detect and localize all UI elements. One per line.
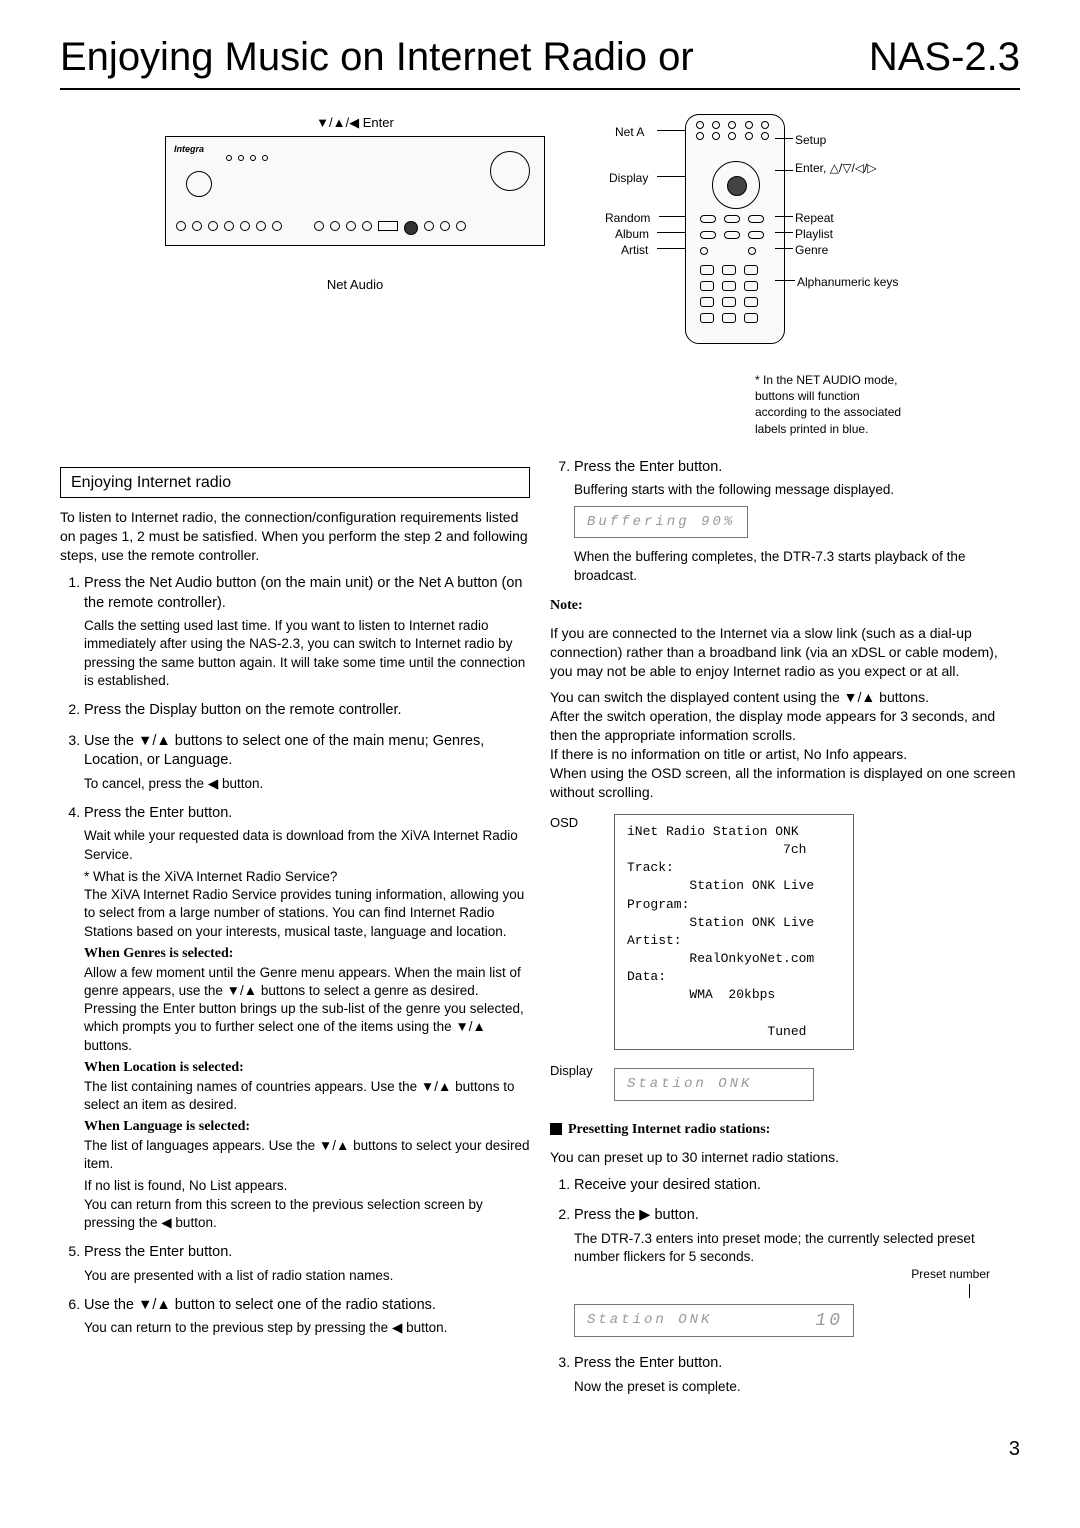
step3-body: To cancel, press the ◀ button. xyxy=(84,775,530,793)
front-panel-bottom-label: Net Audio xyxy=(165,276,545,294)
step2-head: Press the Display button on the remote c… xyxy=(84,701,530,721)
preset-step-2: Press the ▶ button. The DTR-7.3 enters i… xyxy=(574,1205,1020,1343)
step-2: Press the Display button on the remote c… xyxy=(84,700,530,721)
language-body: The list of languages appears. Use the ▼… xyxy=(84,1137,530,1173)
remote-label-alphanumeric: Alphanumeric keys xyxy=(797,274,898,290)
brand-logo: Integra xyxy=(174,143,204,155)
genres-heading: When Genres is selected: xyxy=(84,945,530,964)
pstep3-head: Press the Enter button. xyxy=(574,1354,1020,1374)
preset-num-label: Preset number xyxy=(574,1266,1020,1282)
remote-label-album: Album xyxy=(615,226,649,242)
step1-head: Press the Net Audio button (on the main … xyxy=(84,574,530,613)
step5-body: You are presented with a list of radio s… xyxy=(84,1267,530,1285)
right-column: Press the Enter button. Buffering starts… xyxy=(550,457,1020,1406)
preset-step-3: Press the Enter button. Now the preset i… xyxy=(574,1353,1020,1396)
note-body: If you are connected to the Internet via… xyxy=(550,624,1020,681)
title-left: Enjoying Music on Internet Radio or xyxy=(60,30,694,84)
step7-body: Buffering starts with the following mess… xyxy=(574,481,1020,499)
location-heading: When Location is selected: xyxy=(84,1059,530,1078)
pstep2-head: Press the ▶ button. xyxy=(574,1206,1020,1226)
page-number: 3 xyxy=(60,1436,1020,1463)
diagram-row: ▼/▲/◀ Enter Integra Net Audio xyxy=(60,114,1020,437)
remote-label-genre: Genre xyxy=(795,242,828,258)
remote-label-enter: Enter, △/▽/◁/▷ xyxy=(795,160,877,176)
osd-row: OSD iNet Radio Station ONK 7ch Track: St… xyxy=(550,814,1020,1050)
lcd-preset-text: Station ONK xyxy=(587,1312,712,1328)
step4-body: Wait while your requested data is downlo… xyxy=(84,827,530,863)
lcd-preset-num: 10 xyxy=(815,1309,843,1333)
step6-head: Use the ▼/▲ button to select one of the … xyxy=(84,1296,530,1316)
remote-label-artist: Artist xyxy=(621,242,648,258)
switch-display-text: You can switch the displayed content usi… xyxy=(550,688,1020,801)
intro-text: To listen to Internet radio, the connect… xyxy=(60,508,530,565)
step6-body: You can return to the previous step by p… xyxy=(84,1319,530,1337)
remote-note: * In the NET AUDIO mode, buttons will fu… xyxy=(755,372,915,437)
lcd-buffering: Buffering 90% xyxy=(574,506,748,539)
xiva-question: * What is the XiVA Internet Radio Servic… xyxy=(84,868,530,886)
step-1: Press the Net Audio button (on the main … xyxy=(84,573,530,690)
after-buffer-text: When the buffering completes, the DTR-7.… xyxy=(574,548,1020,584)
left-column: Enjoying Internet radio To listen to Int… xyxy=(60,457,530,1406)
location-body: The list containing names of countries a… xyxy=(84,1078,530,1114)
preset-step-1: Receive your desired station. xyxy=(574,1175,1020,1196)
osd-label: OSD xyxy=(550,814,600,832)
pstep2-body: The DTR-7.3 enters into preset mode; the… xyxy=(574,1230,1020,1266)
step1-body: Calls the setting used last time. If you… xyxy=(84,617,530,690)
step4-head: Press the Enter button. xyxy=(84,804,530,824)
osd-box: iNet Radio Station ONK 7ch Track: Statio… xyxy=(614,814,854,1050)
remote-diagram: Net A Display Random Album Artist Setup … xyxy=(575,114,915,437)
square-bullet-icon xyxy=(550,1123,562,1135)
step-3: Use the ▼/▲ buttons to select one of the… xyxy=(84,731,530,793)
page-title: Enjoying Music on Internet Radio or NAS-… xyxy=(60,30,1020,90)
preset-heading: Presetting Internet radio stations: xyxy=(568,1122,770,1137)
display-row: Display Station ONK xyxy=(550,1062,1020,1107)
dpad-icon xyxy=(712,161,760,209)
remote-label-neta: Net A xyxy=(615,124,644,140)
remote-label-display: Display xyxy=(609,170,648,186)
step7-head: Press the Enter button. xyxy=(574,458,1020,478)
note-heading: Note: xyxy=(550,598,583,613)
front-panel-box: Integra xyxy=(165,136,545,246)
step5-head: Press the Enter button. xyxy=(84,1243,530,1263)
step-7: Press the Enter button. Buffering starts… xyxy=(574,457,1020,585)
step-4: Press the Enter button. Wait while your … xyxy=(84,803,530,1232)
section-heading: Enjoying Internet radio xyxy=(60,467,530,499)
pstep3-body: Now the preset is complete. xyxy=(574,1378,1020,1396)
remote-label-setup: Setup xyxy=(795,132,826,148)
lcd-station: Station ONK xyxy=(614,1068,814,1101)
genres-body: Allow a few moment until the Genre menu … xyxy=(84,964,530,1055)
volume-knob-icon xyxy=(490,151,530,191)
remote-body xyxy=(685,114,785,344)
preset-intro: You can preset up to 30 internet radio s… xyxy=(550,1148,1020,1167)
front-panel-diagram: ▼/▲/◀ Enter Integra Net Audio xyxy=(165,114,545,437)
language-heading: When Language is selected: xyxy=(84,1118,530,1137)
step-6: Use the ▼/▲ button to select one of the … xyxy=(84,1295,530,1338)
remote-label-repeat: Repeat xyxy=(795,210,834,226)
nolist-text: If no list is found, No List appears. Yo… xyxy=(84,1177,530,1232)
display-label: Display xyxy=(550,1062,600,1080)
lcd-preset: Station ONK 10 xyxy=(574,1304,854,1337)
xiva-answer: The XiVA Internet Radio Service provides… xyxy=(84,886,530,941)
pstep1-head: Receive your desired station. xyxy=(574,1176,1020,1196)
step3-head: Use the ▼/▲ buttons to select one of the… xyxy=(84,732,530,771)
remote-label-random: Random xyxy=(605,210,650,226)
power-knob-icon xyxy=(186,171,212,197)
title-right: NAS-2.3 xyxy=(869,30,1020,84)
front-panel-top-label: ▼/▲/◀ Enter xyxy=(165,114,545,132)
remote-label-playlist: Playlist xyxy=(795,226,833,242)
step-5: Press the Enter button. You are presente… xyxy=(84,1242,530,1285)
